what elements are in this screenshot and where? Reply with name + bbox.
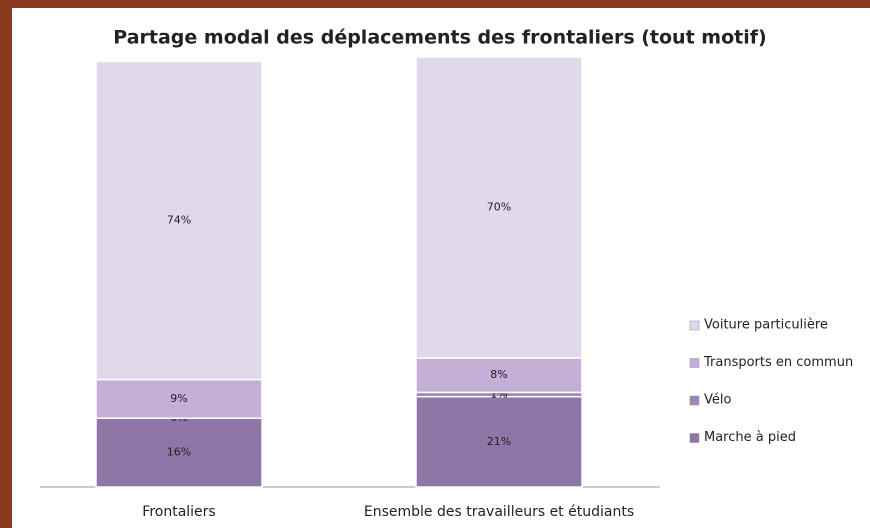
legend-label: Voiture particulière [704,318,828,333]
bar-segment [95,60,263,381]
data-label: 74% [167,213,191,226]
data-label: 16% [167,446,191,459]
legend-label: Vélo [704,393,731,408]
bar-segment [415,56,583,359]
legend-label: Transports en commun [703,355,853,370]
data-label: 8% [490,368,507,381]
x-tick-label: Frontaliers [142,504,215,520]
x-tick-label: Ensemble des travailleurs et étudiants [364,504,634,520]
data-label: 21% [487,435,511,448]
legend-swatch [689,395,700,406]
bar-segment [415,395,583,488]
bar-segment [415,357,583,394]
legend-swatch [689,320,700,331]
data-label: 9% [170,392,187,405]
chart-title: Partage modal des déplacements des front… [113,27,766,49]
bar-segment [95,417,263,488]
legend-swatch [689,433,700,443]
legend-label: Marche à pied [704,430,796,445]
legend-swatch [689,358,700,368]
data-label: 70% [487,201,511,214]
bar-segment [95,378,263,419]
